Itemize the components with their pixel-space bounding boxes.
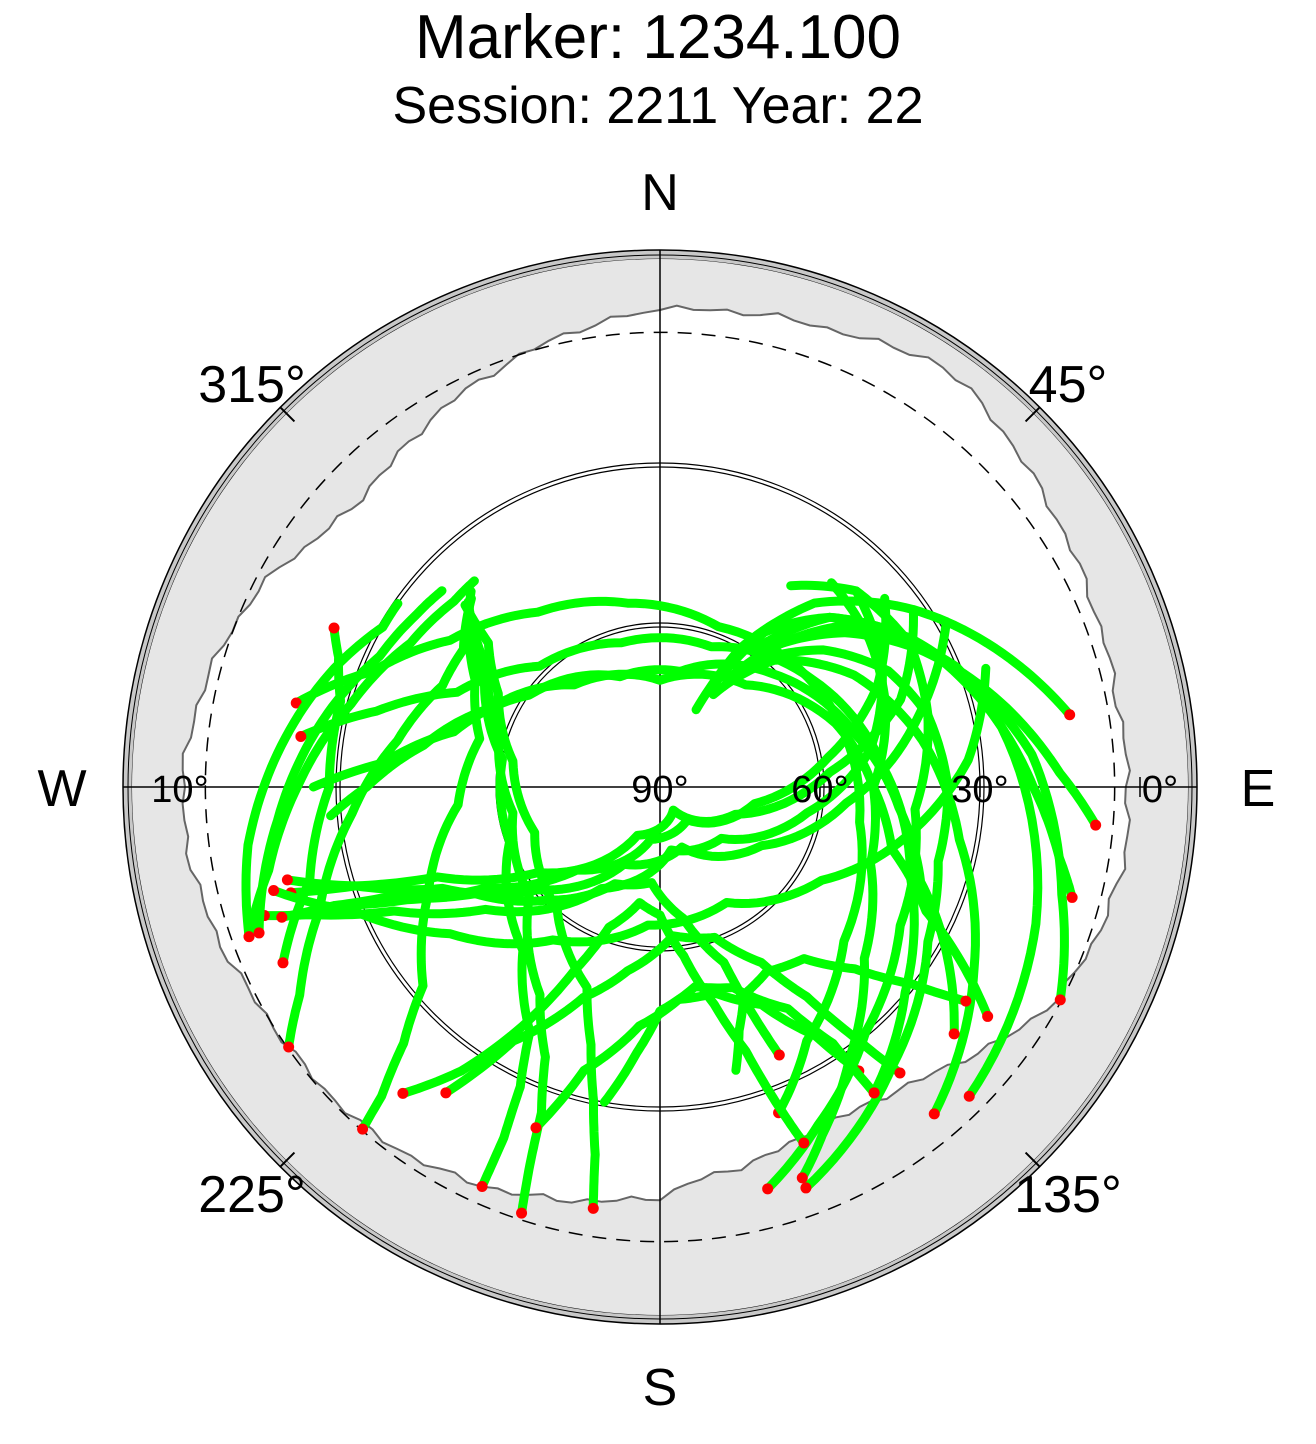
grid <box>123 250 1197 1324</box>
elevation-tick-label: 30° <box>951 769 1008 811</box>
satellite-track <box>398 898 809 1148</box>
track-end-point <box>276 911 288 923</box>
track-end-point <box>516 1207 528 1219</box>
track-end-point <box>357 1123 369 1135</box>
azimuth-tick <box>1024 406 1041 423</box>
track-end-point <box>1054 994 1066 1006</box>
satellite-track <box>531 988 864 1133</box>
satellite-track <box>441 931 905 1098</box>
elevation-tick-label: 0° <box>1142 769 1178 811</box>
track-end-point <box>1090 819 1102 831</box>
track-end-point <box>281 874 293 886</box>
track-end-point <box>243 931 255 943</box>
satellite-track <box>284 593 476 1052</box>
satellite-track <box>254 586 447 938</box>
track-end-point <box>328 622 340 634</box>
axis-labels: N S E W 45° 135° 225° 315° 90° 60° 30° 0… <box>37 164 1275 1417</box>
azimuth-tick <box>279 1151 296 1168</box>
track-end-point <box>868 1087 880 1099</box>
track-end-point <box>773 1049 785 1061</box>
track-end-point <box>960 995 972 1007</box>
chart-title: Marker: 1234.100 <box>415 3 901 72</box>
satellite-track <box>599 982 879 1107</box>
track-end-point <box>800 1182 812 1194</box>
satellite-track <box>278 623 346 968</box>
satellite-track <box>464 604 535 1191</box>
track-end-point <box>948 1028 960 1040</box>
satellite-track <box>731 954 971 1075</box>
satellite-tracks <box>241 576 1102 1219</box>
track-end-point <box>1064 709 1076 721</box>
satellite-track <box>308 659 959 1039</box>
track-end-point <box>268 885 280 897</box>
azimuth-tick-label: 225° <box>198 1166 306 1224</box>
track-end-point <box>530 1122 542 1134</box>
track-end-point <box>587 1202 599 1214</box>
satellite-track <box>775 621 1077 902</box>
satellite-track <box>460 600 600 1213</box>
elevation-tick-label: 10° <box>151 769 208 811</box>
satellite-track <box>463 597 550 1218</box>
azimuth-tick-label: 315° <box>198 356 306 414</box>
azimuth-tick <box>279 406 296 423</box>
track-end-point <box>928 1108 940 1120</box>
satellite-track <box>241 599 403 942</box>
satellite-track <box>291 596 867 1118</box>
compass-west-label: W <box>37 760 86 818</box>
track-end-point <box>1066 891 1078 903</box>
track-end-point <box>440 1087 452 1099</box>
track-end-point <box>277 957 289 969</box>
elevation-tick-label: 60° <box>791 769 848 811</box>
track-end-point <box>894 1067 906 1079</box>
chart-subtitle: Session: 2211 Year: 22 <box>392 77 924 135</box>
track-end-point <box>283 1041 295 1053</box>
track-end-point <box>397 1087 409 1099</box>
track-end-point <box>796 1172 808 1184</box>
track-end-point <box>798 1137 810 1149</box>
elevation-tick-label: 90° <box>631 769 688 811</box>
compass-south-label: S <box>643 1359 678 1417</box>
track-end-point <box>295 731 307 743</box>
azimuth-tick-label: 135° <box>1014 1166 1122 1224</box>
track-end-point <box>253 927 265 939</box>
azimuth-tick-label: 45° <box>1029 356 1108 414</box>
azimuth-tick <box>1024 1151 1041 1168</box>
compass-north-label: N <box>641 164 679 222</box>
track-end-point <box>476 1181 488 1193</box>
track-end-point <box>963 1090 975 1102</box>
compass-east-label: E <box>1241 760 1276 818</box>
track-end-point <box>290 697 302 709</box>
track-end-point <box>762 1183 774 1195</box>
track-end-point <box>982 1010 994 1022</box>
